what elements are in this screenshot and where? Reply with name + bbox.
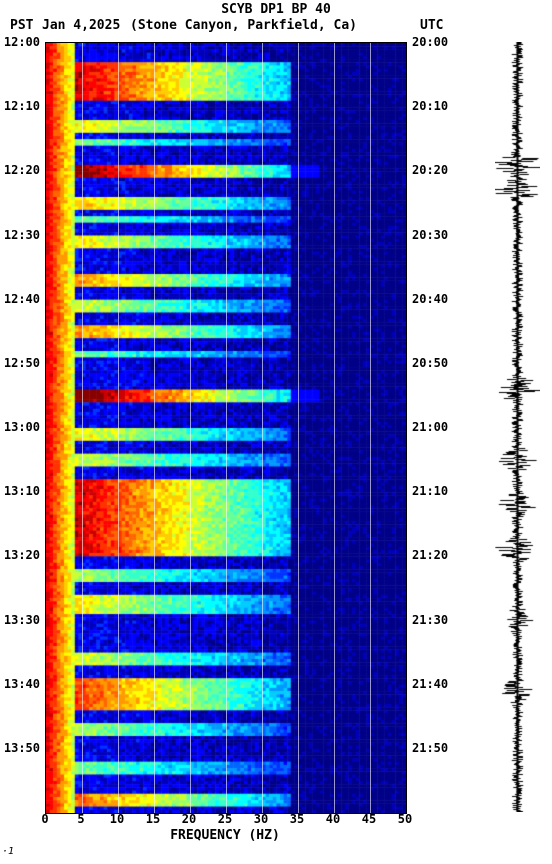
tz-left-label: PST	[10, 18, 33, 33]
x-tick: 0	[41, 812, 48, 826]
gridline	[334, 43, 335, 813]
y-left-tick: 12:00	[4, 35, 40, 49]
y-right-tick: 20:20	[412, 163, 448, 177]
gridline	[82, 43, 83, 813]
y-left-tick: 12:50	[4, 356, 40, 370]
tz-right-label: UTC	[420, 18, 443, 33]
y-left-tick: 13:20	[4, 548, 40, 562]
y-right-tick: 20:10	[412, 99, 448, 113]
x-tick: 25	[218, 812, 232, 826]
x-tick: 15	[146, 812, 160, 826]
gridline	[118, 43, 119, 813]
y-left-tick: 12:20	[4, 163, 40, 177]
y-right-tick: 20:00	[412, 35, 448, 49]
y-left-tick: 13:10	[4, 484, 40, 498]
gridline	[154, 43, 155, 813]
gridline	[370, 43, 371, 813]
x-tick: 30	[254, 812, 268, 826]
y-left-tick: 12:40	[4, 292, 40, 306]
gridline	[190, 43, 191, 813]
x-axis-label: FREQUENCY (HZ)	[45, 828, 405, 843]
y-right-tick: 21:50	[412, 741, 448, 755]
y-left-tick: 13:40	[4, 677, 40, 691]
y-right-tick: 20:50	[412, 356, 448, 370]
chart-title: SCYB DP1 BP 40	[0, 2, 552, 17]
x-tick: 20	[182, 812, 196, 826]
y-left-tick: 13:00	[4, 420, 40, 434]
gridline	[262, 43, 263, 813]
footer-mark: ·1	[2, 846, 14, 857]
y-right-tick: 21:00	[412, 420, 448, 434]
x-tick: 10	[110, 812, 124, 826]
y-right-tick: 21:30	[412, 613, 448, 627]
y-left-tick: 13:30	[4, 613, 40, 627]
gridline	[226, 43, 227, 813]
location-label: (Stone Canyon, Parkfield, Ca)	[130, 18, 357, 33]
x-tick: 35	[290, 812, 304, 826]
y-left-tick: 12:10	[4, 99, 40, 113]
waveform-canvas	[495, 42, 540, 812]
x-tick: 40	[326, 812, 340, 826]
x-tick: 45	[362, 812, 376, 826]
x-tick: 5	[77, 812, 84, 826]
x-tick: 50	[398, 812, 412, 826]
y-right-tick: 21:10	[412, 484, 448, 498]
date-label: Jan 4,2025	[42, 18, 120, 33]
y-left-tick: 12:30	[4, 228, 40, 242]
y-right-tick: 21:20	[412, 548, 448, 562]
y-right-tick: 20:30	[412, 228, 448, 242]
spectrogram-plot	[45, 42, 407, 814]
y-right-tick: 20:40	[412, 292, 448, 306]
waveform-panel	[495, 42, 540, 812]
gridline	[298, 43, 299, 813]
y-right-tick: 21:40	[412, 677, 448, 691]
y-left-tick: 13:50	[4, 741, 40, 755]
